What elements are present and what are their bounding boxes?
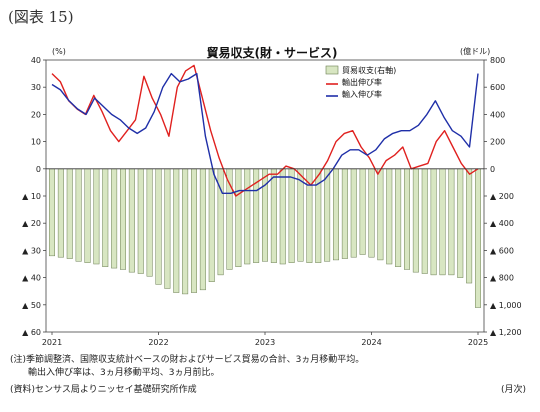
left-tick-label: 20 xyxy=(31,110,41,119)
growth-lines xyxy=(51,64,479,197)
trade-balance-bar xyxy=(421,168,428,274)
trade-balance-bar xyxy=(244,168,251,265)
chart-title: 貿易収支(財・サービス) xyxy=(207,45,338,60)
trade-balance-bar xyxy=(359,168,366,255)
trade-balance-bar xyxy=(48,168,56,257)
left-tick-label: ▲ 50 xyxy=(22,301,41,310)
legend-label: 貿易収支(右軸) xyxy=(342,65,396,75)
trade-balance-bar xyxy=(412,168,419,273)
trade-balance-bar xyxy=(84,168,91,263)
trade-balance-bar xyxy=(297,168,304,262)
legend-label: 輸出伸び率 xyxy=(342,77,382,87)
trade-balance-bar xyxy=(439,168,446,276)
left-axis-unit: (%) xyxy=(52,47,66,56)
right-tick-label: ▲ 600 xyxy=(490,246,514,255)
right-axis-unit: (億ドル) xyxy=(460,46,490,56)
trade-balance-bar xyxy=(430,168,437,276)
trade-balance-bar xyxy=(332,168,340,261)
trade-balance-bar xyxy=(137,168,144,274)
export-growth-line xyxy=(51,64,479,197)
x-tick-label: 2024 xyxy=(361,338,381,347)
right-tick-label: 400 xyxy=(490,110,505,119)
trade-balance-bar xyxy=(341,168,348,259)
left-tick-label: 30 xyxy=(31,83,41,92)
note-line-1: (注)季節調整済、国際収支統計ベースの財およびサービス貿易の合計、3ヵ月移動平均… xyxy=(10,355,365,365)
trade-balance-bar xyxy=(146,168,153,277)
trade-balance-bar xyxy=(324,168,331,262)
figure-label: (図表 15) xyxy=(8,8,74,26)
right-tick-label: ▲ 400 xyxy=(490,219,514,228)
right-tick-label: 200 xyxy=(490,138,505,147)
left-tick-label: ▲ 10 xyxy=(22,192,41,201)
left-tick-label: 10 xyxy=(31,138,41,147)
trade-balance-bar xyxy=(377,168,384,261)
x-tick-label: 2022 xyxy=(148,338,168,347)
trade-balance-bar xyxy=(208,168,215,282)
source-note: (資料)センサス局よりニッセイ基礎研究所作成 xyxy=(10,385,197,395)
trade-balance-bar xyxy=(164,168,171,289)
trade-balance-bar xyxy=(386,168,393,265)
trade-balance-bar xyxy=(102,168,109,267)
left-tick-label: ▲ 40 xyxy=(22,274,41,283)
trade-balance-bar xyxy=(93,168,100,265)
legend-label: 輸入伸び率 xyxy=(342,89,382,99)
trade-balance-bar xyxy=(350,168,357,258)
trade-balance-bar xyxy=(457,168,464,278)
trade-balance-bar xyxy=(474,168,482,308)
import-growth-line xyxy=(51,72,479,195)
axes: 40 30 20 10 0 ▲ 10 ▲ 20 ▲ 30 ▲ 40 ▲ 50 ▲ 60 800 600 4… xyxy=(22,56,521,347)
trade-balance-bar xyxy=(279,168,286,265)
trade-balance-bar xyxy=(270,168,277,263)
note-line-2: 輸出入伸び率は、3ヵ月移動平均、3ヵ月前比。 xyxy=(10,368,220,378)
right-tick-label: ▲ 1,000 xyxy=(490,301,522,310)
right-tick-label: ▲ 800 xyxy=(490,274,514,283)
trade-balance-bar xyxy=(288,168,295,263)
trade-balance-bar xyxy=(466,168,473,284)
left-tick-label: ▲ 60 xyxy=(22,328,41,337)
legend-swatch-balance xyxy=(325,65,339,75)
trade-balance-bar xyxy=(75,168,82,262)
right-tick-label: 0 xyxy=(490,165,495,174)
trade-balance-bar xyxy=(395,168,402,267)
right-tick-label: 600 xyxy=(490,83,505,92)
x-tick-label: 2023 xyxy=(255,338,275,347)
trade-balance-bar xyxy=(190,168,198,293)
trade-balance-bar xyxy=(155,168,162,285)
trade-balance-bars xyxy=(48,168,482,308)
trade-balance-bar xyxy=(119,168,127,270)
trade-balance-bar xyxy=(66,168,73,259)
trade-balance-bar xyxy=(128,168,135,273)
x-tick-label: 2021 xyxy=(42,338,62,347)
trade-balance-bar xyxy=(111,168,118,269)
left-tick-label: 0 xyxy=(36,165,41,174)
trade-balance-bar xyxy=(403,168,411,270)
right-tick-label: ▲ 1,200 xyxy=(490,328,522,337)
trade-balance-bar xyxy=(199,168,206,291)
trade-balance-bar xyxy=(235,168,242,267)
right-tick-label: 800 xyxy=(490,56,505,65)
left-tick-label: ▲ 20 xyxy=(22,219,41,228)
trade-balance-bar xyxy=(368,168,375,258)
trade-balance-bar xyxy=(182,168,189,295)
trade-balance-bar xyxy=(57,168,64,258)
left-tick-label: ▲ 30 xyxy=(22,246,41,255)
left-tick-label: 40 xyxy=(31,56,41,65)
month-label: (月次) xyxy=(500,385,526,395)
trade-balance-bar xyxy=(448,168,455,276)
right-tick-label: ▲ 200 xyxy=(490,192,514,201)
trade-balance-bar xyxy=(173,168,180,293)
x-tick-label: 2025 xyxy=(468,338,488,347)
